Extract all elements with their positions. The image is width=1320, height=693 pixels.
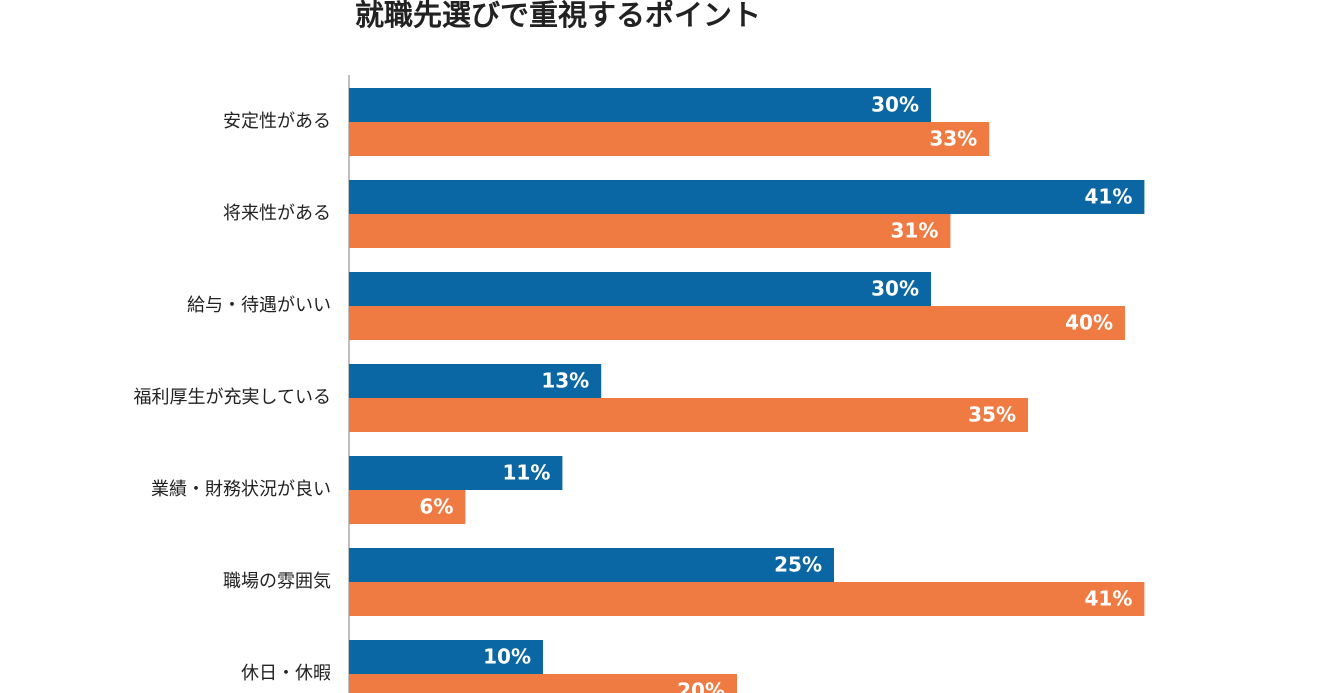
value-label: 10% — [483, 645, 531, 669]
bar — [349, 548, 834, 582]
value-label: 41% — [1085, 587, 1133, 611]
bar — [349, 88, 931, 122]
category-label: 職場の雰囲気 — [223, 571, 331, 592]
value-label: 25% — [774, 553, 822, 577]
category-label: 給与・待遇がいい — [187, 295, 331, 316]
bar — [349, 272, 931, 306]
value-label: 11% — [503, 461, 551, 485]
bar — [349, 490, 466, 524]
value-label: 30% — [871, 93, 919, 117]
category-label: 安定性がある — [223, 111, 331, 132]
value-label: 40% — [1065, 311, 1113, 335]
category-label: 業績・財務状況が良い — [151, 479, 331, 500]
bar — [349, 306, 1125, 340]
bar — [349, 674, 737, 693]
bar — [349, 180, 1145, 214]
value-label: 35% — [968, 403, 1016, 427]
bar — [349, 364, 602, 398]
bar — [349, 122, 990, 156]
chart-title: 就職先選びで重視するポイント — [355, 0, 761, 32]
category-label: 休日・休暇 — [241, 663, 331, 684]
value-label: 20% — [677, 679, 725, 693]
bar — [349, 582, 1145, 616]
value-label: 31% — [891, 219, 939, 243]
value-label: 41% — [1085, 185, 1133, 209]
category-label: 将来性がある — [223, 203, 331, 224]
value-label: 6% — [419, 495, 453, 519]
bar — [349, 640, 543, 674]
value-label: 33% — [929, 127, 977, 151]
value-label: 13% — [541, 369, 589, 393]
bar — [349, 214, 951, 248]
category-label: 福利厚生が充実している — [134, 387, 331, 408]
bar — [349, 398, 1028, 432]
value-label: 30% — [871, 277, 919, 301]
bar — [349, 456, 563, 490]
